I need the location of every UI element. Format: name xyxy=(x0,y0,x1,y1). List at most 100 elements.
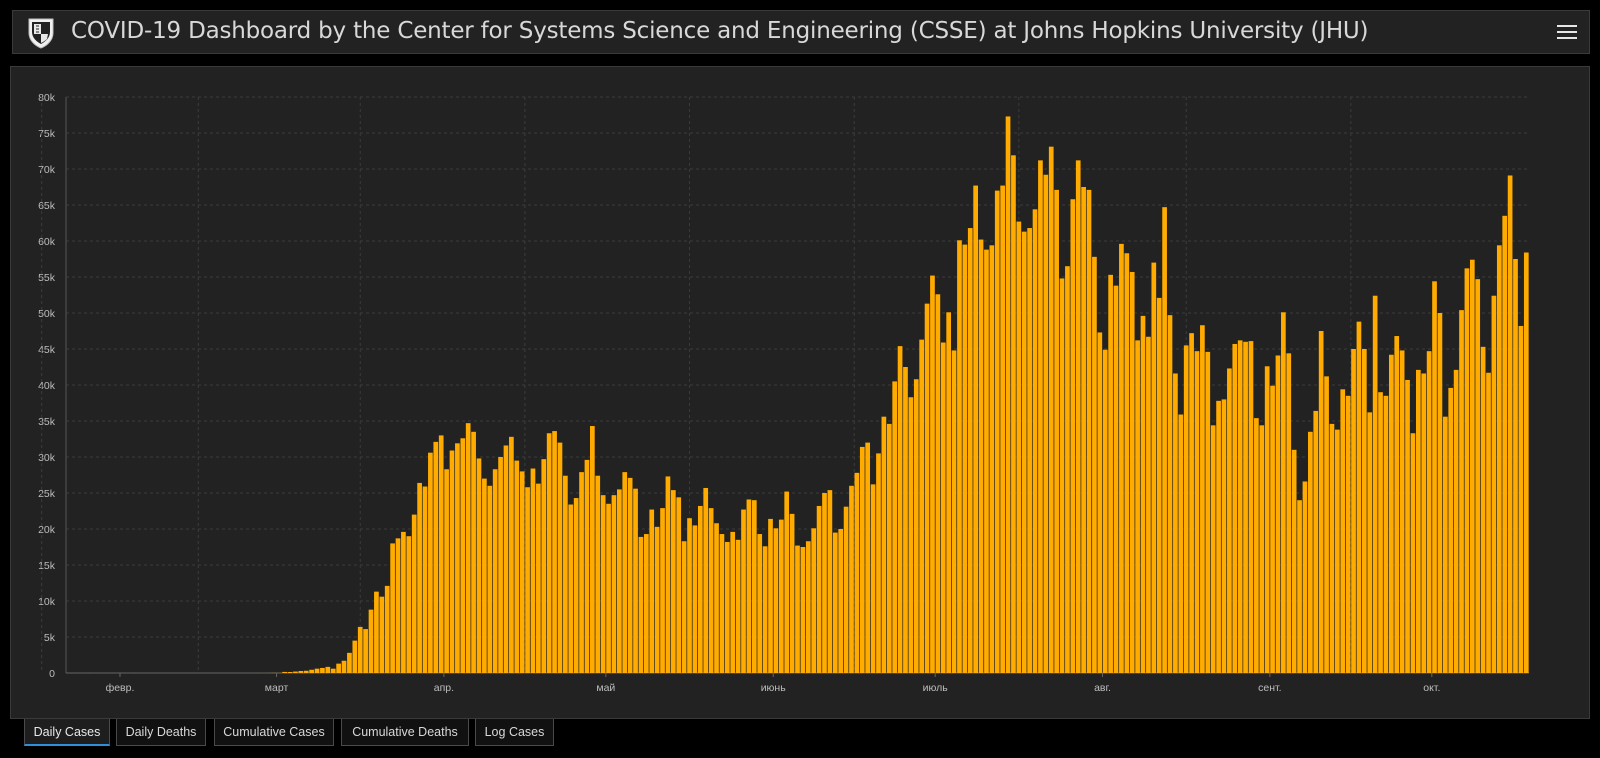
bar-daily-cases xyxy=(1335,429,1340,673)
bar-daily-cases xyxy=(946,312,952,673)
hamburger-menu-icon[interactable] xyxy=(1557,22,1577,42)
bar-daily-cases xyxy=(940,342,946,673)
bar-daily-cases xyxy=(978,239,984,673)
bar-daily-cases xyxy=(287,671,293,673)
bar-daily-cases xyxy=(1162,207,1167,673)
bar-daily-cases xyxy=(627,477,633,673)
bar-daily-cases xyxy=(757,534,763,673)
bar-daily-cases xyxy=(330,668,336,673)
bar-daily-cases xyxy=(379,596,385,673)
bar-daily-cases xyxy=(530,468,536,673)
x-tick-label: авг. xyxy=(1094,682,1111,694)
bar-daily-cases xyxy=(1361,349,1367,673)
bar-daily-cases xyxy=(1043,174,1049,673)
x-tick-label: окт. xyxy=(1423,682,1440,694)
y-tick-label: 60k xyxy=(38,236,56,248)
bar-daily-cases xyxy=(984,249,989,673)
bar-daily-cases xyxy=(1275,355,1281,673)
tab-log-cases[interactable]: Log Cases xyxy=(475,719,554,746)
bar-daily-cases xyxy=(892,381,898,673)
tab-cumulative-cases[interactable]: Cumulative Cases xyxy=(214,719,334,746)
bar-daily-cases xyxy=(390,543,395,673)
bar-daily-cases xyxy=(1129,271,1135,673)
bar-daily-cases xyxy=(406,536,412,673)
bar-daily-cases xyxy=(1102,349,1108,673)
bar-daily-cases xyxy=(584,459,590,673)
y-tick-label: 45k xyxy=(38,344,56,356)
x-tick-label: июнь xyxy=(761,682,787,694)
bar-daily-cases xyxy=(989,245,995,673)
bar-daily-cases xyxy=(303,670,309,673)
bar-daily-cases xyxy=(616,489,622,673)
bar-daily-cases xyxy=(374,591,379,673)
bar-daily-cases xyxy=(1351,349,1356,673)
bar-daily-cases xyxy=(919,339,925,673)
bar-daily-cases xyxy=(347,652,352,673)
tab-cumulative-deaths[interactable]: Cumulative Deaths xyxy=(341,719,469,746)
bar-daily-cases xyxy=(460,438,466,673)
bar-daily-cases xyxy=(1432,281,1437,673)
bar-daily-cases xyxy=(552,431,557,673)
x-tick-label: май xyxy=(596,682,615,694)
bar-daily-cases xyxy=(1237,340,1243,673)
bar-daily-cases xyxy=(471,431,476,673)
bar-daily-cases xyxy=(384,585,390,673)
y-tick-label: 15k xyxy=(38,560,56,572)
bar-daily-cases xyxy=(973,185,979,673)
bar-daily-cases xyxy=(314,668,320,673)
bar-daily-cases xyxy=(778,519,784,673)
bar-daily-cases xyxy=(654,526,660,673)
bar-daily-cases xyxy=(541,459,547,673)
bar-daily-cases xyxy=(1167,315,1173,673)
bar-daily-cases xyxy=(325,666,331,673)
bar-daily-cases xyxy=(692,525,698,673)
bar-daily-cases xyxy=(357,626,363,673)
bar-daily-cases xyxy=(1329,423,1335,673)
bar-daily-cases xyxy=(1469,259,1475,673)
bar-daily-cases xyxy=(1032,209,1038,673)
bar-daily-cases xyxy=(1507,175,1513,673)
bar-daily-cases xyxy=(363,629,368,673)
bar-daily-cases xyxy=(1227,368,1232,673)
bar-daily-cases xyxy=(1394,336,1400,673)
bar-daily-cases xyxy=(703,487,709,673)
bar-daily-cases xyxy=(298,670,304,673)
bar-daily-cases xyxy=(492,469,498,673)
x-tick-label: февр. xyxy=(106,682,135,694)
bar-daily-cases xyxy=(1459,310,1464,673)
bar-daily-cases xyxy=(455,443,460,673)
tab-daily-cases[interactable]: Daily Cases xyxy=(24,719,110,746)
bar-daily-cases xyxy=(519,471,525,673)
bar-daily-cases xyxy=(697,505,703,673)
bar-daily-cases xyxy=(1421,373,1427,673)
tab-daily-deaths[interactable]: Daily Deaths xyxy=(116,719,206,746)
page-title: COVID-19 Dashboard by the Center for Sys… xyxy=(71,18,1369,44)
bar-daily-cases xyxy=(1286,353,1292,673)
bar-daily-cases xyxy=(773,528,779,673)
bar-daily-cases xyxy=(649,509,655,673)
bar-daily-cases xyxy=(843,506,849,673)
bar-daily-cases xyxy=(1216,400,1221,673)
bar-daily-cases xyxy=(935,294,941,673)
bar-daily-cases xyxy=(1000,185,1005,673)
bar-daily-cases xyxy=(1070,199,1076,674)
y-tick-label: 75k xyxy=(38,128,56,140)
bar-daily-cases xyxy=(681,541,687,673)
bar-daily-cases xyxy=(1194,351,1200,673)
bar-daily-cases xyxy=(503,445,509,673)
bar-daily-cases xyxy=(816,505,822,673)
bar-daily-cases xyxy=(1367,412,1373,673)
bar-daily-cases xyxy=(1480,346,1486,673)
bar-daily-cases xyxy=(525,487,530,673)
bar-daily-cases xyxy=(546,433,552,673)
bar-daily-cases xyxy=(1178,414,1184,673)
bar-daily-cases xyxy=(1232,343,1238,673)
bar-daily-cases xyxy=(1146,336,1151,673)
bar-daily-cases xyxy=(730,531,736,673)
bar-daily-cases xyxy=(962,244,968,673)
x-tick-label: сент. xyxy=(1258,682,1281,694)
bar-daily-cases xyxy=(395,538,401,673)
bar-daily-cases xyxy=(1264,366,1270,673)
bar-daily-cases xyxy=(1005,116,1011,673)
bar-daily-cases xyxy=(557,442,563,673)
